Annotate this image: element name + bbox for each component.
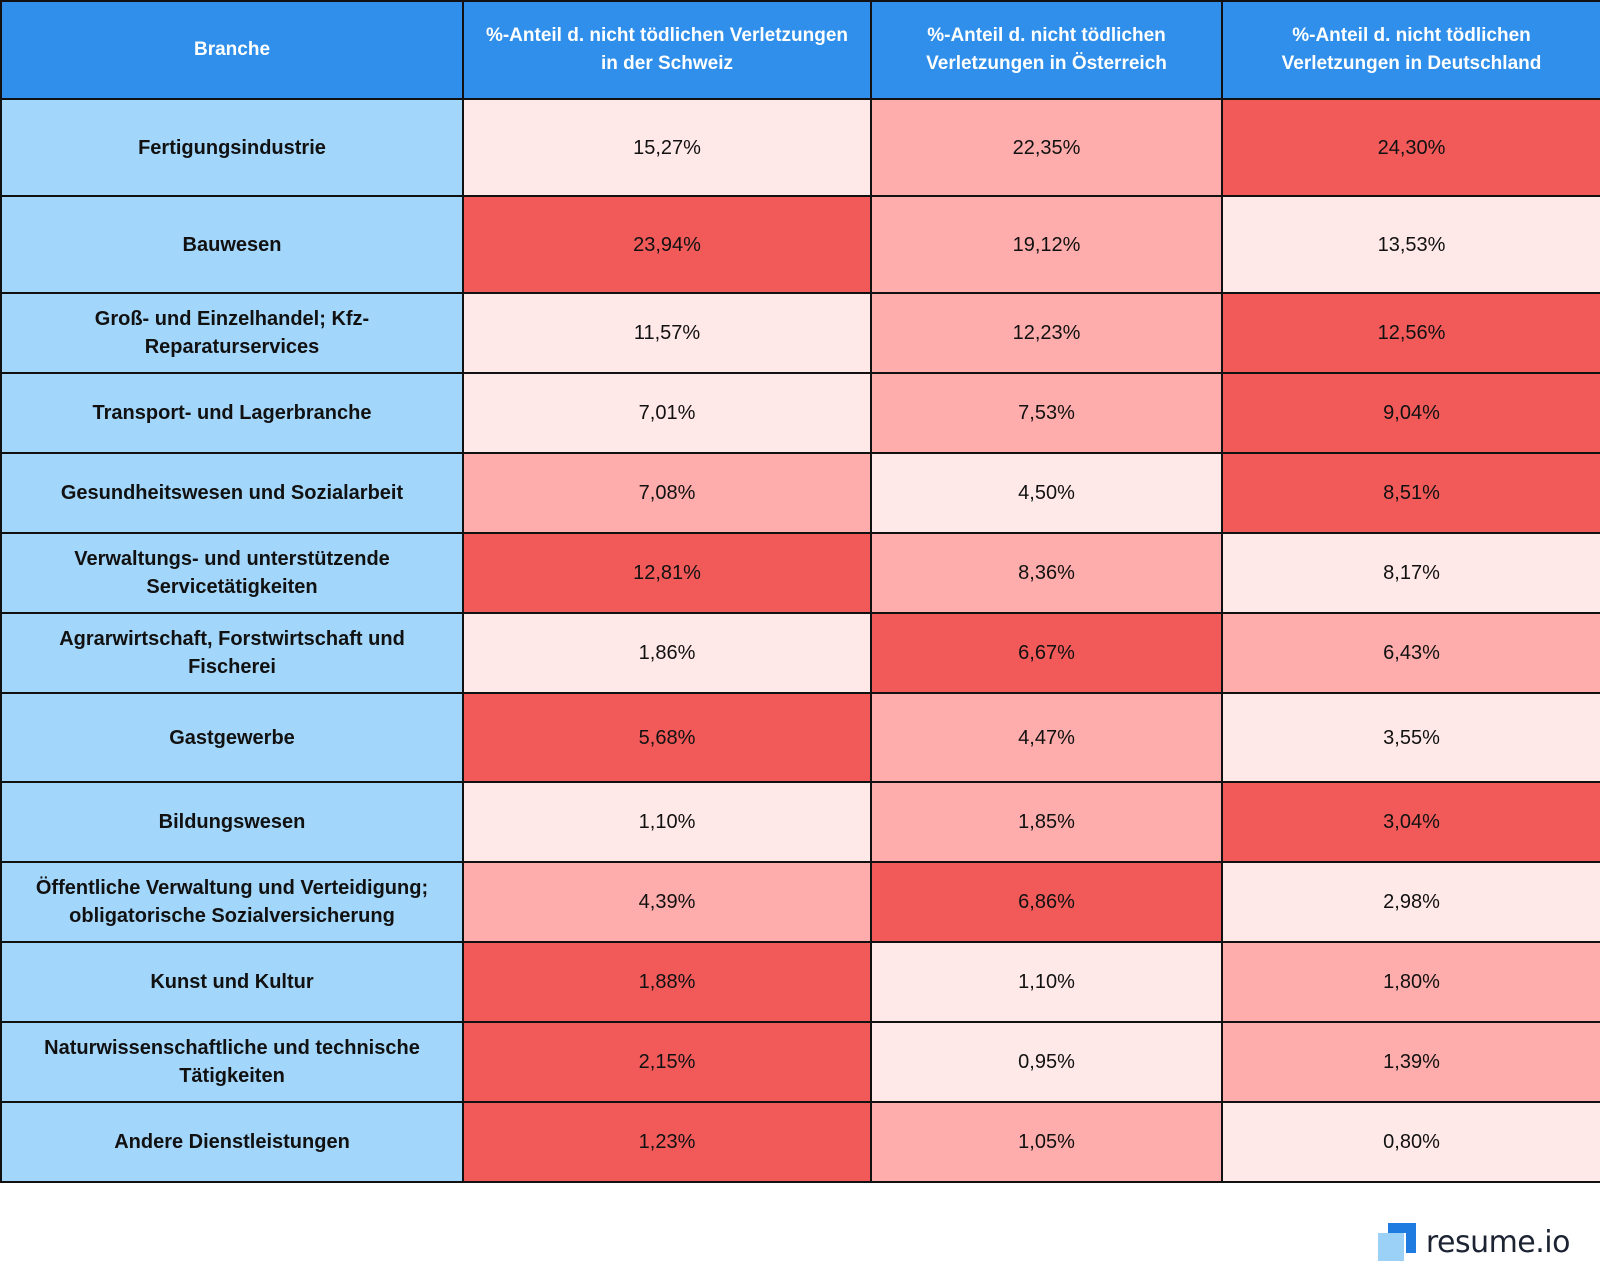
value-cell-austria: 1,10% [870, 941, 1223, 1023]
value-cell-germany: 8,51% [1221, 452, 1600, 534]
header-germany: %-Anteil d. nicht tödlichen Verletzungen… [1221, 0, 1600, 100]
value-cell-switzerland: 12,81% [462, 532, 872, 614]
branch-cell: Fertigungsindustrie [0, 98, 464, 197]
branch-cell: Bildungswesen [0, 781, 464, 863]
branch-cell: Transport- und Lagerbranche [0, 372, 464, 454]
value-cell-germany: 12,56% [1221, 292, 1600, 374]
value-cell-germany: 9,04% [1221, 372, 1600, 454]
value-cell-austria: 19,12% [870, 195, 1223, 294]
value-cell-switzerland: 1,88% [462, 941, 872, 1023]
value-cell-germany: 13,53% [1221, 195, 1600, 294]
value-cell-switzerland: 1,23% [462, 1101, 872, 1183]
value-cell-switzerland: 7,08% [462, 452, 872, 534]
value-cell-germany: 6,43% [1221, 612, 1600, 694]
value-cell-austria: 0,95% [870, 1021, 1223, 1103]
value-cell-austria: 8,36% [870, 532, 1223, 614]
resume-io-logo: resume.io [1377, 1223, 1571, 1261]
table-row: Bauwesen 23,94% 19,12% 13,53% [0, 195, 1600, 294]
header-switzerland: %-Anteil d. nicht tödlichen Verletzungen… [462, 0, 872, 100]
value-cell-austria: 12,23% [870, 292, 1223, 374]
table-row: Fertigungsindustrie 15,27% 22,35% 24,30% [0, 98, 1600, 197]
branch-cell: Naturwissenschaftliche und technische Tä… [0, 1021, 464, 1103]
table-body: Fertigungsindustrie 15,27% 22,35% 24,30% Bau… [0, 98, 1600, 1183]
injury-share-table: Branche %-Anteil d. nicht tödlichen Verl… [0, 0, 1600, 1183]
table-row: Andere Dienstleistungen 1,23% 1,05% 0,80% [0, 1101, 1600, 1183]
header-branch: Branche [0, 0, 464, 100]
table-header-row: Branche %-Anteil d. nicht tödlichen Verl… [0, 0, 1600, 100]
table-row: Agrarwirtschaft, Forstwirtschaft und Fis… [0, 612, 1600, 694]
branch-cell: Kunst und Kultur [0, 941, 464, 1023]
table-row: Bildungswesen 1,10% 1,85% 3,04% [0, 781, 1600, 863]
branch-cell: Verwaltungs- und unterstützende Servicet… [0, 532, 464, 614]
branch-cell: Gesundheitswesen und Sozialarbeit [0, 452, 464, 534]
value-cell-switzerland: 23,94% [462, 195, 872, 294]
value-cell-switzerland: 1,86% [462, 612, 872, 694]
header-austria: %-Anteil d. nicht tödlichen Verletzungen… [870, 0, 1223, 100]
value-cell-switzerland: 5,68% [462, 692, 872, 783]
branch-cell: Groß- und Einzelhandel; Kfz-Reparaturser… [0, 292, 464, 374]
table-row: Transport- und Lagerbranche 7,01% 7,53% 9,0… [0, 372, 1600, 454]
value-cell-switzerland: 11,57% [462, 292, 872, 374]
branch-cell: Agrarwirtschaft, Forstwirtschaft und Fis… [0, 612, 464, 694]
value-cell-germany: 0,80% [1221, 1101, 1600, 1183]
value-cell-austria: 4,50% [870, 452, 1223, 534]
resume-io-logo-icon [1377, 1223, 1416, 1261]
value-cell-austria: 22,35% [870, 98, 1223, 197]
value-cell-germany: 24,30% [1221, 98, 1600, 197]
value-cell-austria: 6,86% [870, 861, 1223, 943]
value-cell-switzerland: 15,27% [462, 98, 872, 197]
injury-share-table-container: Branche %-Anteil d. nicht tödlichen Verl… [0, 0, 1600, 1183]
value-cell-austria: 1,05% [870, 1101, 1223, 1183]
value-cell-germany: 1,39% [1221, 1021, 1600, 1103]
value-cell-germany: 8,17% [1221, 532, 1600, 614]
value-cell-switzerland: 7,01% [462, 372, 872, 454]
branch-cell: Bauwesen [0, 195, 464, 294]
value-cell-germany: 3,04% [1221, 781, 1600, 863]
table-row: Gesundheitswesen und Sozialarbeit 7,08% 4,… [0, 452, 1600, 534]
table-row: Groß- und Einzelhandel; Kfz-Reparaturser… [0, 292, 1600, 374]
value-cell-austria: 7,53% [870, 372, 1223, 454]
value-cell-austria: 6,67% [870, 612, 1223, 694]
branch-cell: Andere Dienstleistungen [0, 1101, 464, 1183]
table-row: Öffentliche Verwaltung und Verteidigung;… [0, 861, 1600, 943]
value-cell-germany: 3,55% [1221, 692, 1600, 783]
value-cell-austria: 1,85% [870, 781, 1223, 863]
value-cell-switzerland: 1,10% [462, 781, 872, 863]
table-row: Kunst und Kultur 1,88% 1,10% 1,80% [0, 941, 1600, 1023]
branch-cell: Öffentliche Verwaltung und Verteidigung;… [0, 861, 464, 943]
table-row: Gastgewerbe 5,68% 4,47% 3,55% [0, 692, 1600, 783]
value-cell-germany: 1,80% [1221, 941, 1600, 1023]
branch-cell: Gastgewerbe [0, 692, 464, 783]
value-cell-austria: 4,47% [870, 692, 1223, 783]
resume-io-logo-text: resume.io [1425, 1224, 1571, 1260]
value-cell-switzerland: 4,39% [462, 861, 872, 943]
value-cell-germany: 2,98% [1221, 861, 1600, 943]
table-row: Verwaltungs- und unterstützende Servicet… [0, 532, 1600, 614]
table-row: Naturwissenschaftliche und technische Tä… [0, 1021, 1600, 1103]
value-cell-switzerland: 2,15% [462, 1021, 872, 1103]
